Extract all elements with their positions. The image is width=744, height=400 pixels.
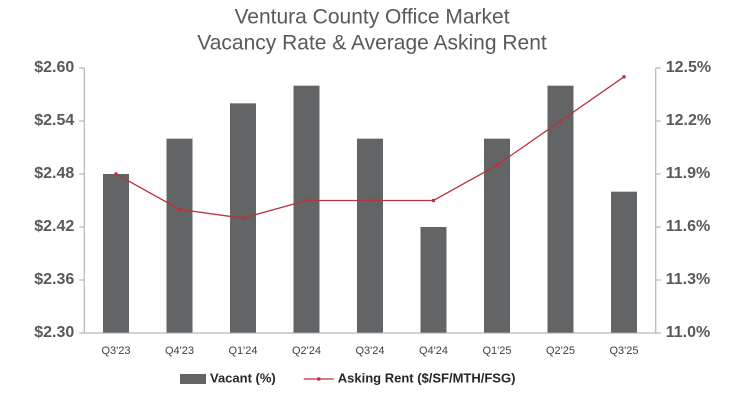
bar (357, 138, 383, 333)
y2-tick-label: 11.3% (666, 271, 710, 288)
y2-tick-label: 12.5% (666, 59, 711, 76)
x-tick-label: Q2'25 (546, 345, 575, 357)
bar (611, 191, 637, 333)
y2-tick-label: 12.2% (666, 112, 711, 129)
bar (547, 85, 574, 334)
line-marker (558, 119, 563, 123)
y-tick-label: $2.42 (34, 218, 74, 235)
y2-tick-label: 11.9% (666, 165, 710, 182)
line-marker (177, 207, 182, 211)
line-marker (431, 198, 436, 203)
line-marker (241, 216, 245, 220)
x-tick-label: Q3'23 (101, 345, 130, 357)
y-tick-label: $2.60 (34, 59, 74, 76)
x-tick-label: Q3'25 (609, 345, 638, 357)
y-tick-label: $2.48 (34, 165, 74, 182)
y2-tick-label: 11.0% (666, 324, 710, 341)
line-marker (304, 198, 309, 203)
bar (166, 138, 193, 333)
x-tick-label: Q1'25 (482, 345, 511, 357)
line-marker (368, 198, 372, 203)
line-marker (495, 163, 499, 167)
y2-tick-label: 11.6% (666, 218, 710, 235)
y-tick-label: $2.54 (34, 112, 74, 129)
legend-label: Vacant (%) (210, 370, 276, 385)
bar (484, 138, 510, 333)
y-tick-label: $2.36 (34, 271, 74, 288)
bar (420, 227, 447, 333)
chart-subtitle: Vacancy Rate & Average Asking Rent (197, 32, 547, 55)
x-tick-label: Q4'24 (419, 345, 448, 357)
legend-label: Asking Rent ($/SF/MTH/FSG) (338, 370, 516, 385)
x-tick-label: Q4'23 (165, 345, 194, 357)
legend-swatch-marker (317, 377, 321, 381)
x-tick-label: Q2'24 (292, 345, 321, 357)
x-tick-label: Q1'24 (228, 345, 257, 357)
bar (103, 174, 129, 333)
line-marker (114, 172, 118, 176)
chart-title: Ventura County Office Market (234, 6, 509, 29)
line-marker (622, 75, 626, 79)
bar (293, 85, 320, 334)
x-tick-label: Q3'24 (355, 345, 384, 357)
legend-swatch (180, 374, 206, 384)
y-tick-label: $2.30 (34, 324, 74, 341)
